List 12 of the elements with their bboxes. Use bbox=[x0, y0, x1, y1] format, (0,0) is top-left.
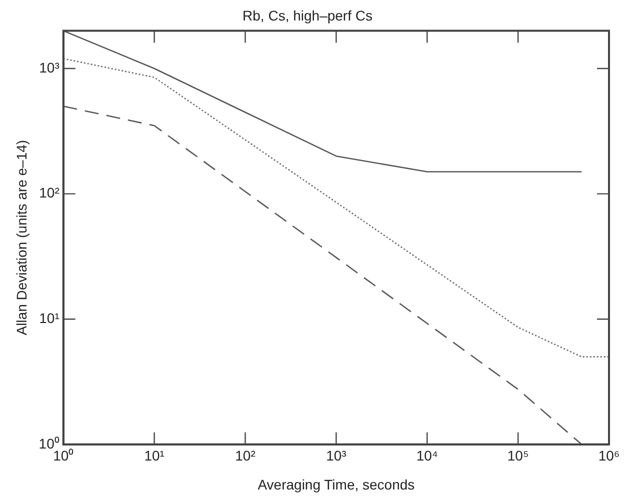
y-tick-label: 10² bbox=[39, 184, 60, 201]
x-tick-label: 10¹ bbox=[144, 448, 165, 464]
y-tick-label: 10³ bbox=[39, 59, 60, 76]
x-axis-title: Averaging Time, seconds bbox=[258, 476, 415, 492]
x-tick-label: 10⁴ bbox=[416, 448, 438, 464]
x-tick-label: 10² bbox=[235, 448, 256, 464]
chart-title: Rb, Cs, high–perf Cs bbox=[242, 7, 372, 24]
x-tick-label: 10³ bbox=[326, 448, 347, 464]
x-tick-label: 10⁵ bbox=[507, 448, 529, 464]
y-axis-title: Allan Deviation (units are e–14) bbox=[13, 140, 30, 336]
y-tick-label: 10¹ bbox=[39, 310, 60, 326]
x-tick-label: 10⁶ bbox=[598, 448, 620, 464]
